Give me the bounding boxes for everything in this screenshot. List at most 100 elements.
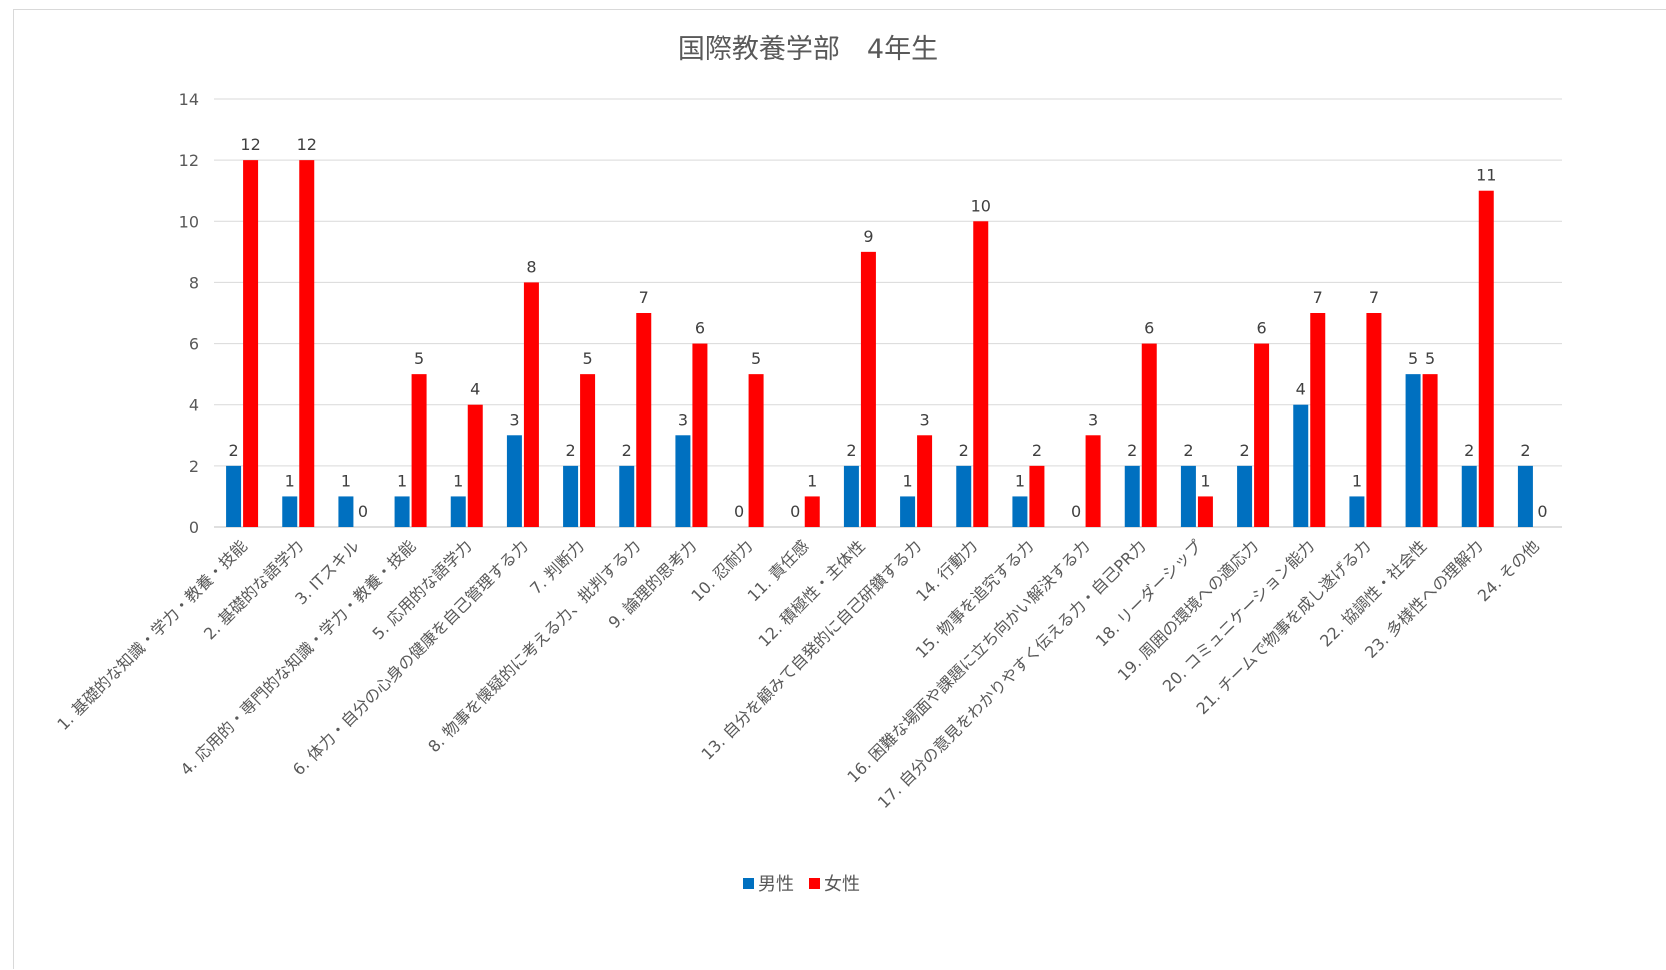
- bar-female: [1254, 343, 1270, 527]
- category-label: 17. 自分の意見をわかりやすく伝える力・自己PR力: [874, 536, 1150, 812]
- category-label: 18. リーダーシップ: [1092, 536, 1206, 650]
- bar-male: [619, 465, 635, 527]
- gridlines: [214, 98, 1562, 528]
- data-label: 1: [1352, 471, 1362, 490]
- bar-female: [243, 160, 259, 527]
- data-label: 4: [470, 380, 480, 399]
- data-label: 2: [1239, 441, 1249, 460]
- data-label: 2: [1127, 441, 1137, 460]
- data-label: 4: [1296, 380, 1306, 399]
- data-label: 1: [397, 471, 407, 490]
- bar-male: [563, 465, 579, 527]
- data-label: 3: [919, 410, 929, 429]
- data-label: 5: [1408, 349, 1418, 368]
- bar-female: [636, 313, 652, 527]
- bar-female: [467, 404, 483, 527]
- data-label: 2: [565, 441, 575, 460]
- chart-title: 国際教養学部 4年生: [678, 34, 938, 65]
- category-label: 8. 物事を懐疑的に考える力、批判する力: [424, 536, 644, 756]
- bar-male: [1012, 496, 1028, 527]
- data-label: 2: [846, 441, 856, 460]
- bar-male: [450, 496, 466, 527]
- category-label: 12. 積極性・主体性: [755, 536, 869, 650]
- y-tick-label: 14: [179, 90, 199, 109]
- data-label: 8: [526, 257, 536, 276]
- bar-female: [804, 496, 820, 527]
- bar-female: [860, 251, 876, 527]
- category-label: 2. 基礎的な語学力: [200, 536, 307, 643]
- chart-area: 国際教養学部 4年生 0 2 4 6 8 10 12 14 2 12 1 12 1 0 1 5 1 4 3 8 2 5 2…: [13, 9, 1666, 969]
- category-label: 5. 応用的な語学力: [369, 536, 476, 643]
- data-label: 2: [622, 441, 632, 460]
- data-label: 6: [695, 319, 705, 338]
- bar-female: [580, 374, 596, 527]
- bar-female: [1478, 190, 1494, 527]
- data-label: 5: [1425, 349, 1435, 368]
- bar-male: [1349, 496, 1365, 527]
- y-axis-ticks: 0 2 4 6 8 10 12 14: [179, 90, 199, 537]
- bar-male: [843, 465, 859, 527]
- data-label: 1: [1015, 471, 1025, 490]
- data-label: 2: [228, 441, 238, 460]
- bar-female: [411, 374, 427, 527]
- data-labels: 2121121015143825273605012913210120326212…: [228, 135, 1547, 521]
- data-label: 1: [285, 471, 295, 490]
- data-label: 7: [1313, 288, 1323, 307]
- bar-female: [917, 435, 933, 527]
- bar-male: [1405, 374, 1421, 527]
- legend-label: 男性: [758, 874, 794, 895]
- bar-male: [1461, 465, 1477, 527]
- y-tick-label: 2: [189, 457, 199, 476]
- bar-male: [956, 465, 972, 527]
- data-label: 0: [1071, 502, 1081, 521]
- bar-male: [1293, 404, 1309, 527]
- data-label: 12: [297, 135, 317, 154]
- data-label: 1: [1200, 471, 1210, 490]
- data-label: 2: [1464, 441, 1474, 460]
- bar-female: [1366, 313, 1382, 527]
- bar-male: [1124, 465, 1140, 527]
- data-label: 3: [678, 410, 688, 429]
- data-label: 2: [1520, 441, 1530, 460]
- y-tick-label: 6: [189, 335, 199, 354]
- bar-male: [900, 496, 916, 527]
- bar-male: [1237, 465, 1253, 527]
- bar-male: [226, 465, 242, 527]
- data-label: 3: [509, 410, 519, 429]
- y-tick-label: 10: [179, 212, 199, 231]
- data-label: 1: [902, 471, 912, 490]
- data-label: 3: [1088, 410, 1098, 429]
- data-label: 0: [790, 502, 800, 521]
- data-label: 0: [358, 502, 368, 521]
- y-tick-label: 8: [189, 273, 199, 292]
- data-label: 7: [639, 288, 649, 307]
- legend-swatch: [809, 878, 820, 889]
- data-label: 6: [1256, 319, 1266, 338]
- data-label: 0: [1537, 502, 1547, 521]
- data-label: 0: [734, 502, 744, 521]
- y-tick-label: 0: [189, 518, 199, 537]
- data-label: 10: [971, 196, 991, 215]
- y-tick-label: 4: [189, 396, 199, 415]
- data-label: 7: [1369, 288, 1379, 307]
- bar-female: [748, 374, 764, 527]
- bar-male: [338, 496, 354, 527]
- data-label: 11: [1476, 166, 1496, 185]
- bar-female: [973, 221, 989, 528]
- bar-male: [394, 496, 410, 527]
- data-label: 5: [582, 349, 592, 368]
- bar-female: [1085, 435, 1101, 527]
- bar-male: [282, 496, 298, 527]
- data-label: 1: [807, 471, 817, 490]
- bar-female: [1310, 313, 1326, 527]
- bar-male: [1517, 465, 1533, 527]
- data-label: 2: [959, 441, 969, 460]
- bar-female: [523, 282, 539, 527]
- legend-label: 女性: [824, 874, 860, 895]
- category-label: 24. その他: [1474, 536, 1543, 605]
- bar-female: [1422, 374, 1438, 527]
- data-label: 2: [1183, 441, 1193, 460]
- bar-male: [675, 435, 691, 527]
- bars: [226, 160, 1533, 528]
